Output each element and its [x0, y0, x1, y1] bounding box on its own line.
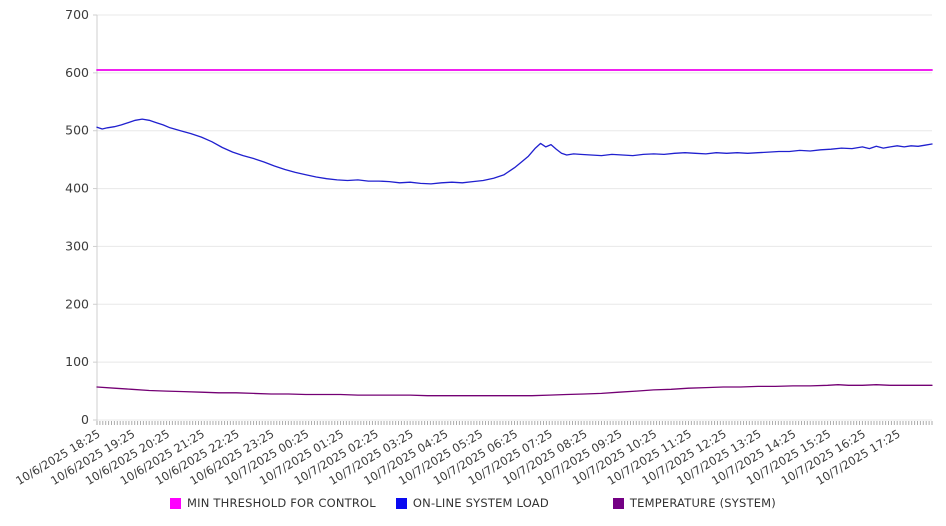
legend-swatch-icon	[395, 497, 407, 509]
y-tick-label: 0	[81, 412, 89, 427]
x-minor-ticks	[96, 421, 933, 425]
line-chart-canvas: 0 100 200 300 400 500 600 700 10/6/2025 18:2510/…	[13, 7, 933, 488]
legend-item-on-line-system-load: ON-LINE SYSTEM LOAD	[395, 496, 549, 510]
legend-swatch-icon	[612, 497, 624, 509]
legend-item-temperature-system: TEMPERATURE (SYSTEM)	[612, 496, 776, 510]
legend-item-min-threshold-for-control: MIN THRESHOLD FOR CONTROL	[170, 496, 376, 510]
legend-swatch-icon	[170, 497, 182, 509]
chart-legend: MIN THRESHOLD FOR CONTROL ON-LINE SYSTEM …	[0, 496, 946, 510]
series-line-on-line-system-load	[96, 118, 933, 185]
y-tick-label: 100	[65, 354, 89, 369]
legend-label: MIN THRESHOLD FOR CONTROL	[187, 496, 376, 510]
y-axis: 0 100 200 300 400 500 600 700	[65, 7, 98, 427]
y-tick-label: 700	[65, 7, 89, 22]
y-tick-label: 200	[65, 296, 89, 311]
gridlines	[97, 14, 932, 421]
legend-label: ON-LINE SYSTEM LOAD	[412, 496, 549, 510]
legend-label: TEMPERATURE (SYSTEM)	[629, 496, 776, 510]
y-tick-label: 600	[65, 65, 89, 80]
y-tick-label: 400	[65, 181, 89, 196]
y-tick-label: 300	[65, 238, 89, 253]
series-line-temperature-system	[96, 384, 933, 397]
y-tick-label: 500	[65, 123, 89, 138]
